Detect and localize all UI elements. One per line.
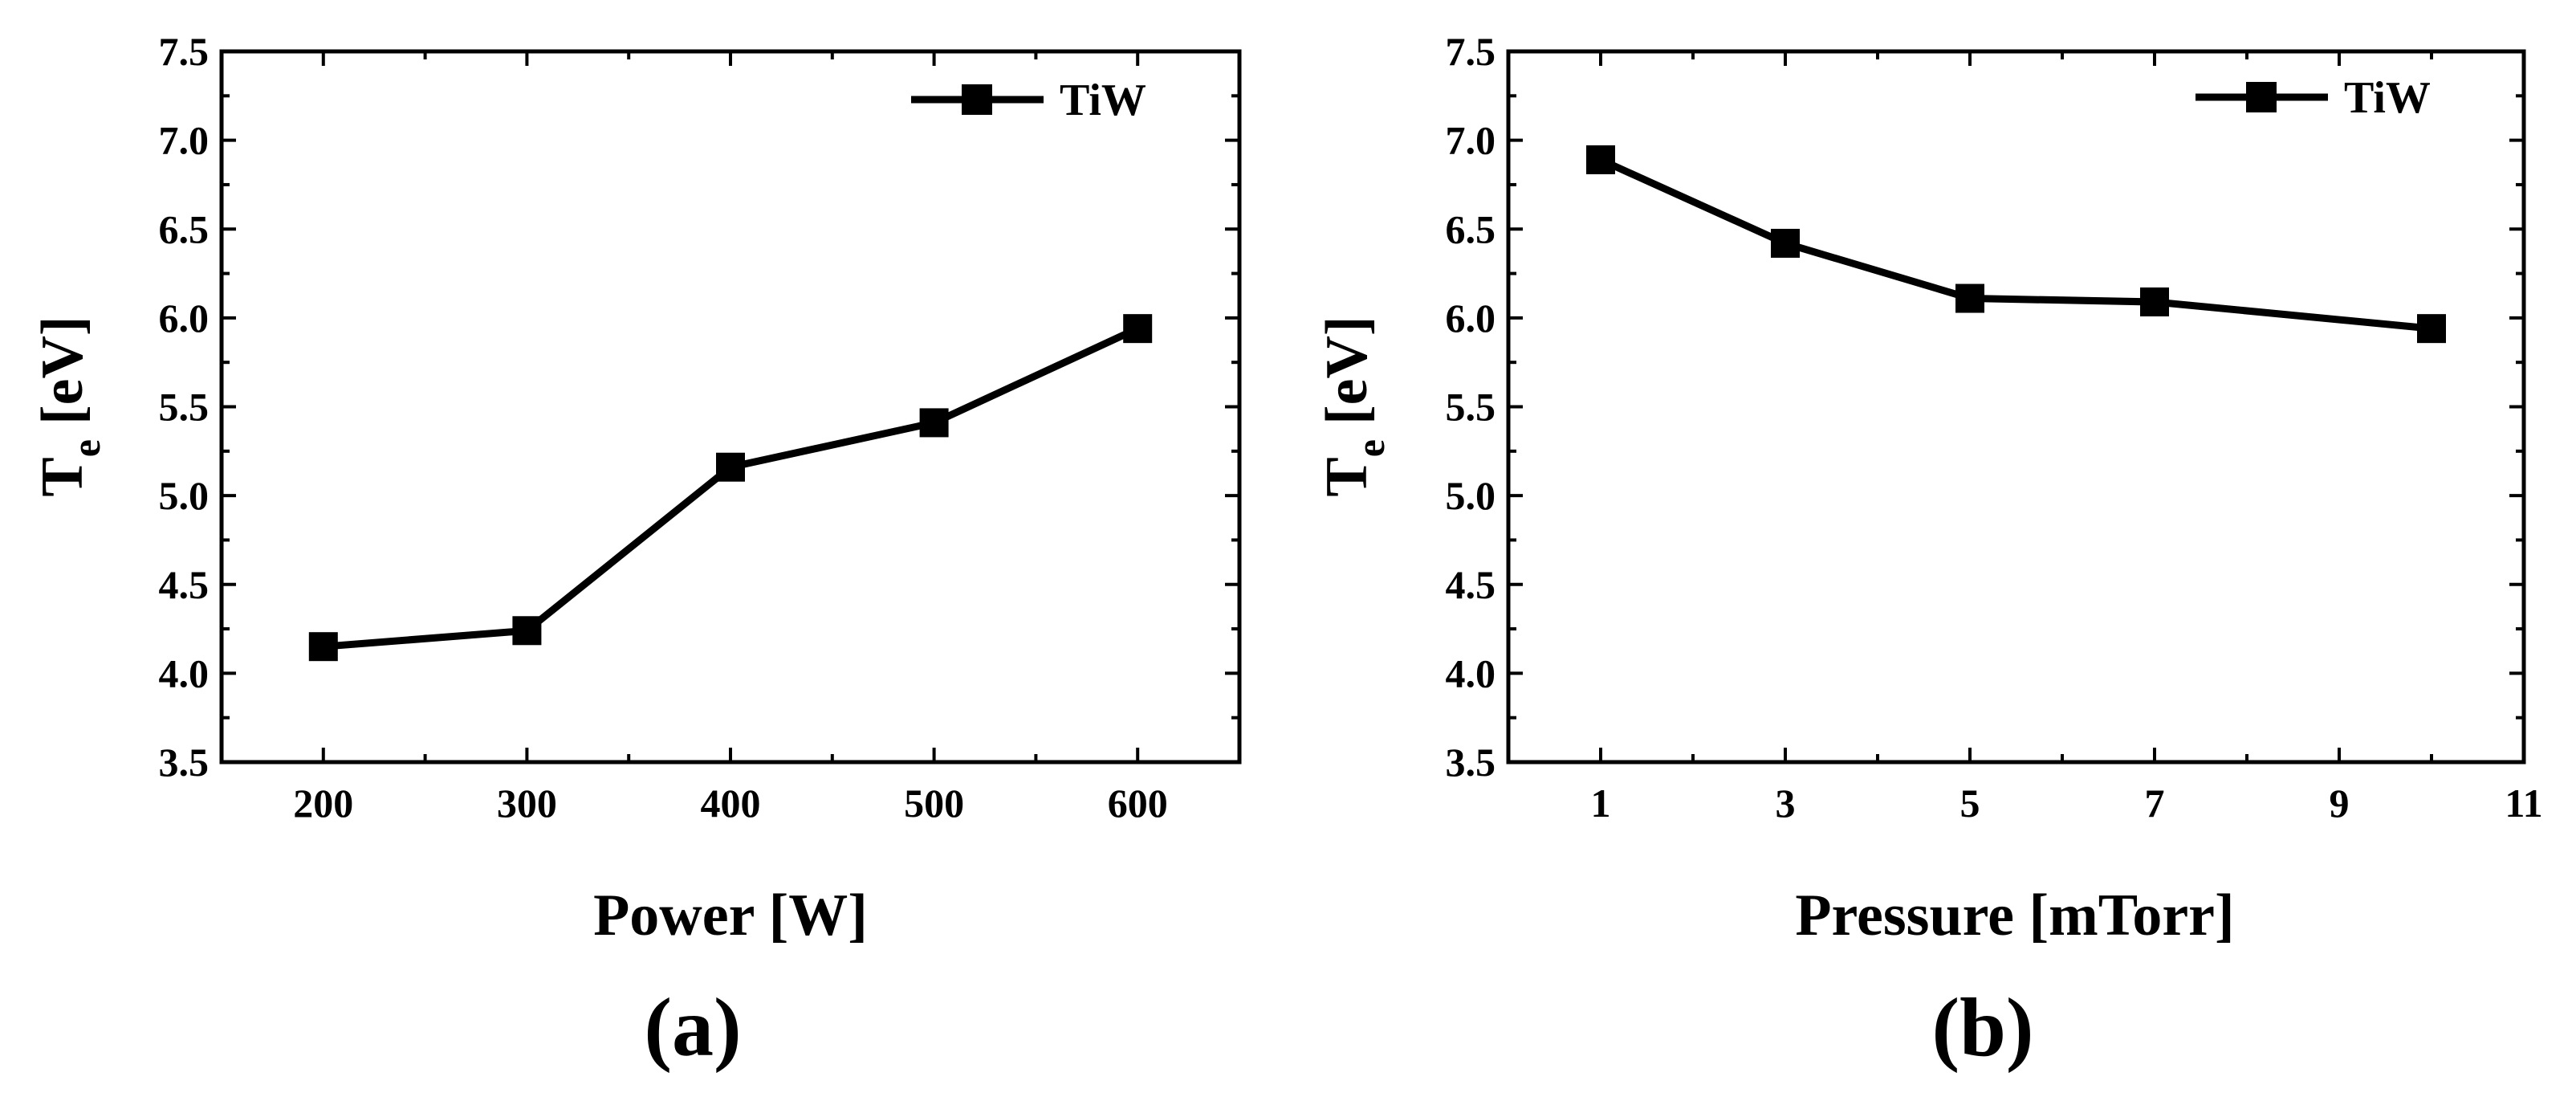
- y-tick-label: 4.5: [159, 562, 210, 607]
- data-point: [308, 632, 338, 662]
- x-tick-label: 1: [1591, 781, 1611, 826]
- data-point: [1771, 228, 1800, 258]
- x-tick-label: 500: [904, 781, 964, 826]
- x-tick-label: 400: [701, 781, 761, 826]
- data-point: [2417, 314, 2446, 344]
- y-tick-label: 5.0: [1446, 473, 1496, 518]
- data-point: [512, 616, 542, 646]
- y-axis-title: Te [eV]: [30, 316, 108, 496]
- y-tick-label: 7.0: [1446, 118, 1496, 163]
- tick-marks: [1508, 50, 2525, 764]
- legend: TiW: [2196, 73, 2431, 123]
- y-tick-label: 4.0: [1446, 650, 1496, 695]
- x-axis-title: Pressure [mTorr]: [1795, 883, 2234, 948]
- legend: TiW: [911, 75, 1146, 125]
- x-tick-labels: 200 300 400 500 600: [293, 781, 1167, 826]
- series-markers-tiw: [308, 314, 1153, 662]
- y-tick-label: 3.5: [1446, 740, 1496, 785]
- y-tick-label: 3.5: [159, 740, 210, 785]
- y-tick-label: 4.5: [1446, 562, 1496, 607]
- y-tick-label: 6.5: [159, 206, 210, 251]
- panel-label: (a): [644, 981, 741, 1074]
- y-tick-labels: 3.5 4.0 4.5 5.0 5.5 6.0 6.5 7.0 7.5: [159, 29, 210, 785]
- x-tick-label: 11: [2505, 781, 2542, 826]
- data-point: [1955, 283, 1984, 313]
- y-tick-label: 7.5: [159, 29, 210, 74]
- y-tick-label: 5.5: [159, 385, 210, 430]
- y-axis-title-text: Te [eV]: [30, 316, 108, 496]
- tick-marks: [222, 50, 1239, 764]
- y-axis-title-main: T: [30, 457, 96, 496]
- y-tick-label: 4.0: [159, 650, 210, 695]
- y-tick-labels: 3.5 4.0 4.5 5.0 5.5 6.0 6.5 7.0 7.5: [1446, 29, 1496, 785]
- data-point: [919, 408, 949, 438]
- chart-panel-a: 3.5 4.0 4.5 5.0 5.5 6.0 6.5 7.0 7.5 200 300 400 500…: [30, 29, 1242, 1074]
- x-tick-label: 600: [1108, 781, 1168, 826]
- x-axis-title: Power [W]: [593, 883, 868, 948]
- x-tick-label: 5: [1960, 781, 1980, 826]
- plot-frame: [1506, 49, 2526, 765]
- y-tick-label: 6.0: [159, 296, 210, 340]
- x-tick-label: 200: [293, 781, 353, 826]
- y-tick-label: 6.5: [1446, 206, 1496, 251]
- data-point: [716, 452, 745, 482]
- x-tick-label: 9: [2330, 781, 2350, 826]
- y-tick-label: 5.5: [1446, 385, 1496, 430]
- y-axis-title-unit: [eV]: [30, 316, 96, 425]
- x-tick-label: 7: [2145, 781, 2165, 826]
- y-tick-label: 5.0: [159, 473, 210, 518]
- legend-label: TiW: [2344, 73, 2431, 123]
- y-tick-label: 7.0: [159, 118, 210, 163]
- data-point: [1586, 145, 1615, 174]
- plot-frame: [219, 49, 1242, 765]
- legend-marker: [962, 84, 992, 115]
- data-point: [2140, 287, 2169, 316]
- panel-label: (b): [1931, 981, 2033, 1074]
- y-axis-title-unit: [eV]: [1314, 316, 1380, 425]
- chart-panel-b: 3.54.04.55.05.56.06.57.07.5 1 3 5 7 9 11 TiW …: [1314, 29, 2543, 1074]
- y-axis-title-text: Te [eV]: [1314, 316, 1393, 496]
- series-markers-tiw: [1586, 145, 2446, 344]
- x-tick-labels: 1 3 5 7 9 11: [1591, 781, 2543, 826]
- x-tick-label: 3: [1776, 781, 1796, 826]
- y-axis-title: Te [eV]: [1314, 316, 1393, 496]
- series-line-tiw: [323, 325, 1140, 650]
- y-tick-label: 6.0: [1446, 296, 1496, 340]
- y-axis-title-subscript: e: [63, 439, 108, 457]
- series-line-tiw: [1599, 156, 2432, 332]
- y-axis-title-subscript: e: [1348, 439, 1393, 457]
- legend-label: TiW: [1060, 75, 1146, 125]
- x-tick-label: 300: [497, 781, 557, 826]
- y-axis-title-main: T: [1314, 457, 1380, 496]
- y-tick-label: 7.5: [1446, 29, 1496, 74]
- data-point: [1123, 314, 1153, 344]
- legend-marker: [2246, 82, 2277, 112]
